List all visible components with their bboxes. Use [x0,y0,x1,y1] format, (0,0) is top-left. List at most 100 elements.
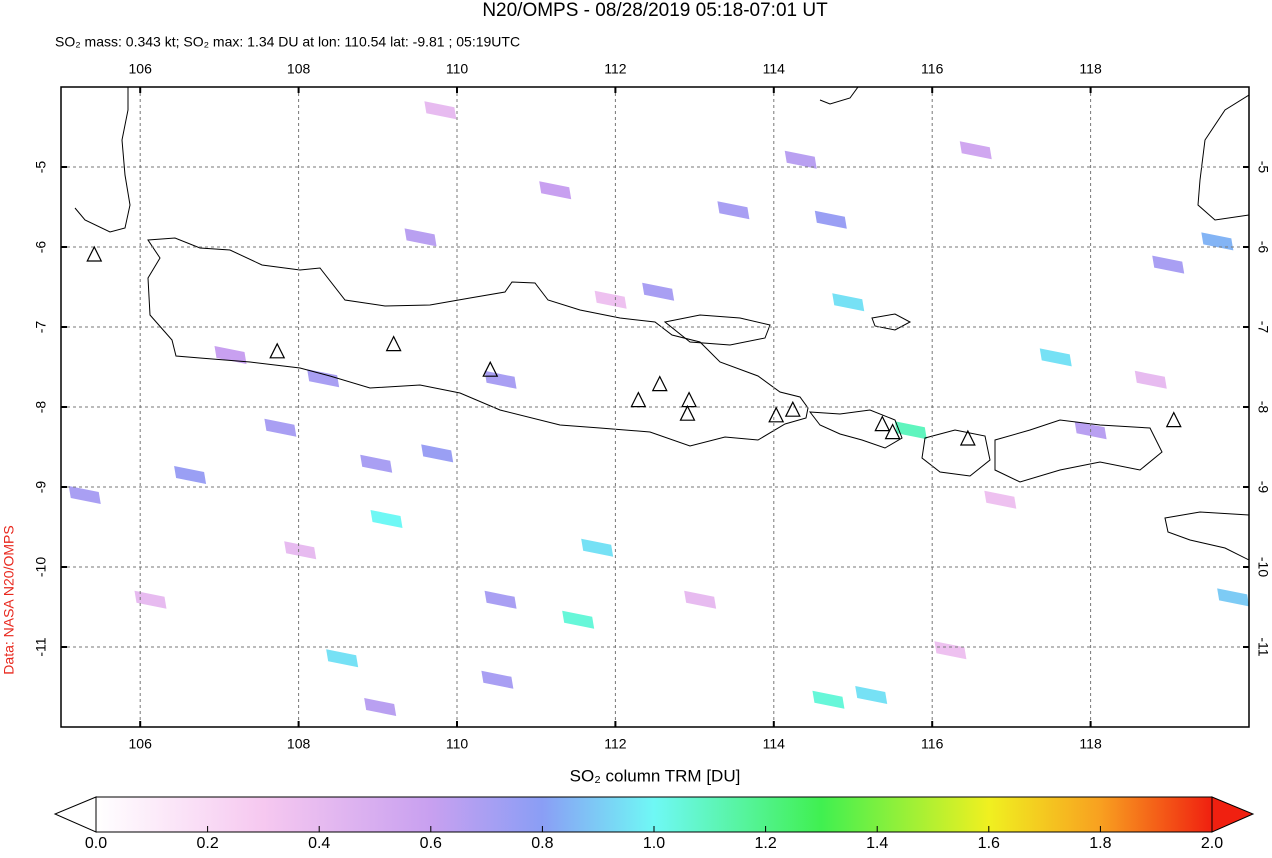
x-tick-label: 116 [921,736,944,752]
so2-pixel [594,290,627,309]
so2-pixel [717,201,750,220]
coastline [921,429,991,477]
colorbar-tick-label: 0.0 [85,835,107,852]
y-tick-label: -6 [1255,241,1271,254]
y-tick-label: -11 [33,637,49,656]
y-tick-label: -9 [33,481,49,494]
volcano [884,423,901,440]
coastline [1197,94,1249,221]
y-tick-label: -11 [1255,637,1271,656]
colorbar-over-arrow [1211,796,1255,833]
so2-pixel [959,141,992,160]
so2-pixel [484,370,517,389]
volcano [630,391,647,408]
chart-subtitle: SO₂ mass: 0.343 kt; SO₂ max: 1.34 DU at … [55,34,520,50]
colorbar-label: SO₂ column TRM [DU] [570,766,741,785]
volcano [681,391,698,408]
volcano [482,360,499,377]
volcano [269,342,286,359]
volcano [959,429,976,446]
so2-pixel [1217,588,1249,607]
so2-pixel [562,610,595,629]
y-tick-label: -9 [1255,481,1271,494]
so2-pixel [934,641,967,660]
x-tick-label: 112 [604,736,627,752]
coastlines [61,87,1249,561]
so2-pixel [855,686,888,704]
x-tick-label: 114 [763,736,786,752]
so2-pixel [68,486,101,504]
colorbar-tick-label: 0.8 [531,835,553,852]
pixel-layer [68,101,1249,716]
x-tick-label: 108 [287,736,311,752]
map-frame [60,86,1250,728]
so2-pixel [364,698,397,716]
y-tick-label: -10 [1255,557,1271,577]
credit: Data: NASA N20/OMPS [1,525,17,674]
colorbar-tick-label: 1.2 [754,835,776,852]
so2-pixel [134,590,167,609]
so2-pixel [1201,232,1234,251]
so2-pixel [1152,255,1185,274]
y-tick-label: -5 [33,161,49,174]
coastline [1164,511,1249,561]
y-tick-label: -7 [33,321,49,334]
x-tick-label: 106 [129,736,153,752]
so2-pixel [1134,370,1167,389]
volcano [385,335,402,352]
so2-pixel [984,490,1017,509]
colorbar-tick-label: 0.2 [196,835,218,852]
y-tick-label: -5 [1255,161,1271,174]
coastline [663,314,771,346]
so2-pixel [481,670,514,689]
so2-pixel [581,538,614,557]
colorbar-tick-label: 0.6 [420,835,442,852]
volcano [1165,411,1182,428]
colorbar-tick-label: 0.4 [308,835,330,852]
volcano [679,404,696,421]
volcano [768,406,785,423]
so2-pixel [814,210,847,229]
x-tick-label: 106 [129,61,153,77]
so2-pixel [174,466,207,484]
so2-pixel [214,346,247,364]
so2-pixel [684,590,717,609]
y-tick-label: -10 [33,557,49,577]
colorbar-tick-label: 2.0 [1201,835,1223,852]
y-tick-label: -8 [33,401,49,414]
x-tick-label: 112 [604,61,627,77]
colorbar-tick-label: 1.8 [1089,835,1111,852]
colorbar-ticks: 0.0 0.2 0.4 0.6 0.8 1.0 1.2 1.4 1.6 1.8 2.0 [85,826,1223,852]
so2-pixel [404,228,437,247]
so2-pixel [894,421,927,440]
so2-pixel [307,369,340,388]
so2-pixel [784,150,817,169]
so2-pixel [360,454,393,473]
so2-pixel [370,510,403,528]
x-tick-label: 118 [1079,61,1102,77]
coastline [871,313,912,331]
y-tick-label: -6 [33,241,49,254]
x-tick-label: 116 [921,61,944,77]
so2-pixel [812,690,845,709]
so2-pixel [326,649,359,668]
colorbar-tick-label: 1.4 [866,835,888,852]
colorbar-under-arrow [53,796,97,833]
x-tick-label: 110 [446,61,469,77]
volcano [874,415,891,432]
volcano [86,245,103,262]
so2-pixel [264,418,297,437]
so2-pixel [484,590,517,609]
volcano [784,400,801,417]
y-tick-label: -7 [1255,321,1271,334]
so2-pixel [539,181,572,200]
coastline [61,87,131,233]
x-tick-label: 114 [763,61,786,77]
coastline [147,237,809,447]
x-tick-label: 108 [287,61,311,77]
x-tick-label: 118 [1079,736,1102,752]
grid-layer [61,87,1249,727]
colorbar-tick-label: 1.6 [978,835,1000,852]
colorbar-tick-label: 1.0 [643,835,665,852]
